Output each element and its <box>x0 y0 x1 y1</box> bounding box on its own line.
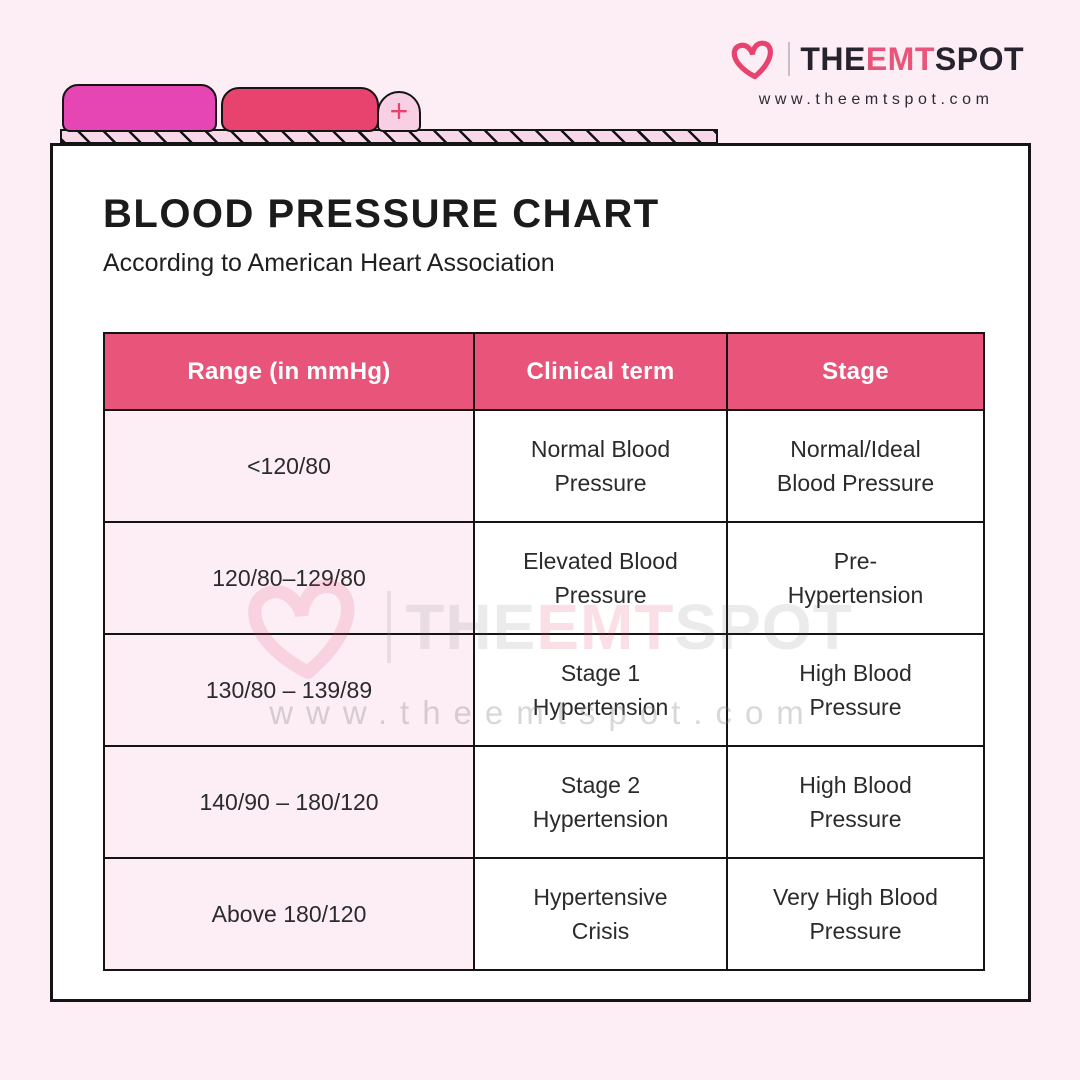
table-row: <120/80 Normal Blood Pressure Normal/Ide… <box>103 409 985 523</box>
column-header-clinical-term: Clinical term <box>473 332 728 411</box>
brand-logo: THEEMTSPOT www.theemtspot.com <box>728 36 1024 109</box>
page-subtitle: According to American Heart Association <box>103 249 555 277</box>
cell-clinical-term: Normal Blood Pressure <box>473 409 728 523</box>
column-header-range: Range (in mmHg) <box>103 332 475 411</box>
content-card: BLOOD PRESSURE CHART According to Americ… <box>50 143 1031 1002</box>
cell-range: 130/80 – 139/89 <box>103 633 475 747</box>
cell-range: <120/80 <box>103 409 475 523</box>
cell-clinical-term: Hypertensive Crisis <box>473 857 728 971</box>
cell-range: 140/90 – 180/120 <box>103 745 475 859</box>
table-row: 120/80–129/80 Elevated Blood Pressure Pr… <box>103 521 985 635</box>
cell-clinical-term: Stage 1 Hypertension <box>473 633 728 747</box>
brand-name: THEEMTSPOT <box>800 41 1024 78</box>
cell-clinical-term: Stage 2 Hypertension <box>473 745 728 859</box>
page-title: BLOOD PRESSURE CHART <box>103 192 660 236</box>
brand-emt: EMT <box>865 40 935 77</box>
logo-divider <box>788 42 791 76</box>
cell-range: 120/80–129/80 <box>103 521 475 635</box>
cell-range: Above 180/120 <box>103 857 475 971</box>
decoration-block-crimson <box>221 87 379 132</box>
cell-stage: Very High Blood Pressure <box>726 857 985 971</box>
decoration-block-magenta <box>62 84 217 132</box>
cell-clinical-term: Elevated Blood Pressure <box>473 521 728 635</box>
heart-icon <box>732 40 774 80</box>
brand-website: www.theemtspot.com <box>758 91 994 108</box>
cell-stage: High Blood Pressure <box>726 745 985 859</box>
decoration-plus-pill: + <box>377 91 421 132</box>
column-header-stage: Stage <box>726 332 985 411</box>
cell-stage: Normal/Ideal Blood Pressure <box>726 409 985 523</box>
table-row: 140/90 – 180/120 Stage 2 Hypertension Hi… <box>103 745 985 859</box>
plus-icon: + <box>389 92 409 129</box>
table-row: Above 180/120 Hypertensive Crisis Very H… <box>103 857 985 971</box>
brand-logo-row: THEEMTSPOT <box>728 36 1024 82</box>
cell-stage: Pre-Hypertension <box>726 521 985 635</box>
table-row: 130/80 – 139/89 Stage 1 Hypertension Hig… <box>103 633 985 747</box>
blood-pressure-table: Range (in mmHg) Clinical term Stage <120… <box>103 332 985 971</box>
brand-the: THE <box>800 40 866 77</box>
brand-spot: SPOT <box>934 40 1024 77</box>
table-header-row: Range (in mmHg) Clinical term Stage <box>103 332 985 411</box>
cell-stage: High Blood Pressure <box>726 633 985 747</box>
